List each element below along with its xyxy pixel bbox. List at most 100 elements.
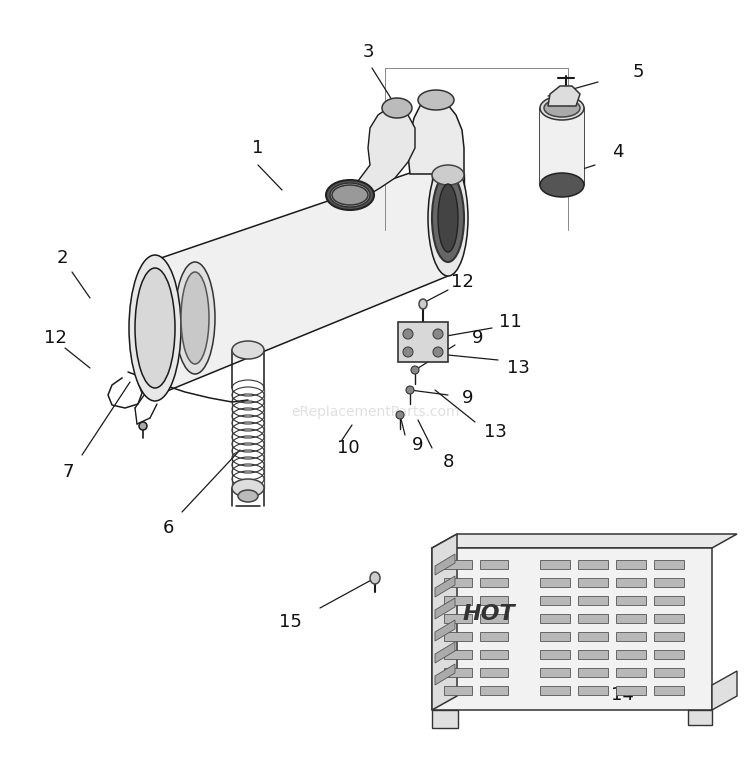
Bar: [578, 632, 608, 641]
Polygon shape: [548, 86, 580, 106]
Bar: [616, 668, 646, 677]
Ellipse shape: [433, 347, 443, 357]
Ellipse shape: [432, 165, 464, 185]
Text: 8: 8: [442, 453, 454, 471]
Bar: [480, 650, 508, 659]
Polygon shape: [398, 322, 448, 362]
Bar: [578, 578, 608, 587]
Bar: [616, 686, 646, 695]
Bar: [654, 632, 684, 641]
Bar: [616, 614, 646, 623]
Bar: [616, 632, 646, 641]
Polygon shape: [435, 598, 455, 619]
Ellipse shape: [406, 386, 414, 394]
Bar: [578, 596, 608, 605]
Bar: [654, 596, 684, 605]
Text: 4: 4: [612, 143, 624, 161]
Bar: [540, 614, 570, 623]
Bar: [578, 650, 608, 659]
Text: 7: 7: [62, 463, 74, 481]
Ellipse shape: [129, 255, 181, 401]
Ellipse shape: [326, 180, 374, 210]
Polygon shape: [155, 160, 448, 396]
Bar: [540, 632, 570, 641]
Text: 5: 5: [632, 63, 644, 81]
Bar: [578, 668, 608, 677]
Bar: [616, 650, 646, 659]
Polygon shape: [408, 100, 464, 174]
Bar: [654, 578, 684, 587]
Bar: [654, 560, 684, 569]
Bar: [480, 668, 508, 677]
Bar: [654, 668, 684, 677]
Bar: [540, 596, 570, 605]
Ellipse shape: [332, 185, 368, 205]
Ellipse shape: [419, 299, 427, 309]
Bar: [616, 578, 646, 587]
Polygon shape: [432, 534, 737, 548]
Ellipse shape: [330, 183, 370, 207]
Bar: [480, 596, 508, 605]
Bar: [444, 650, 472, 659]
Text: 9: 9: [472, 329, 484, 347]
Polygon shape: [435, 576, 455, 597]
Ellipse shape: [232, 479, 264, 497]
Ellipse shape: [403, 347, 413, 357]
Bar: [480, 632, 508, 641]
Text: 11: 11: [499, 313, 521, 331]
Bar: [654, 650, 684, 659]
Polygon shape: [435, 642, 455, 663]
Ellipse shape: [382, 98, 412, 118]
Polygon shape: [432, 534, 457, 710]
Ellipse shape: [403, 329, 413, 339]
Bar: [444, 560, 472, 569]
Bar: [578, 560, 608, 569]
Bar: [444, 632, 472, 641]
Ellipse shape: [411, 366, 419, 374]
Bar: [444, 668, 472, 677]
Text: 12: 12: [44, 329, 67, 347]
Bar: [540, 578, 570, 587]
Ellipse shape: [418, 90, 454, 110]
Text: 2: 2: [56, 249, 68, 267]
Bar: [444, 578, 472, 587]
Text: 1: 1: [252, 139, 264, 157]
Polygon shape: [435, 664, 455, 685]
Bar: [480, 614, 508, 623]
Ellipse shape: [181, 272, 209, 364]
Polygon shape: [432, 548, 712, 710]
Text: 9: 9: [462, 389, 474, 407]
Text: 3: 3: [362, 43, 374, 61]
Text: 10: 10: [337, 439, 359, 457]
Ellipse shape: [175, 262, 215, 374]
Ellipse shape: [232, 341, 264, 359]
Text: 13: 13: [506, 359, 530, 377]
Ellipse shape: [396, 411, 404, 419]
Ellipse shape: [544, 99, 580, 117]
Ellipse shape: [238, 490, 258, 502]
Text: HOT: HOT: [463, 604, 515, 624]
Ellipse shape: [139, 422, 147, 430]
Polygon shape: [340, 108, 415, 200]
Bar: [540, 668, 570, 677]
Bar: [616, 560, 646, 569]
Ellipse shape: [438, 184, 458, 252]
Bar: [480, 560, 508, 569]
Ellipse shape: [428, 160, 468, 276]
Polygon shape: [435, 620, 455, 641]
Bar: [444, 686, 472, 695]
Bar: [654, 686, 684, 695]
Text: 12: 12: [451, 273, 473, 291]
Ellipse shape: [432, 174, 464, 262]
Bar: [444, 614, 472, 623]
Text: 14: 14: [610, 686, 634, 704]
Polygon shape: [688, 710, 712, 725]
Polygon shape: [540, 108, 584, 185]
Ellipse shape: [370, 572, 380, 584]
Bar: [578, 614, 608, 623]
Bar: [540, 650, 570, 659]
Text: eReplacementParts.com: eReplacementParts.com: [291, 405, 459, 419]
Polygon shape: [712, 671, 737, 710]
Bar: [480, 578, 508, 587]
Ellipse shape: [135, 268, 175, 388]
